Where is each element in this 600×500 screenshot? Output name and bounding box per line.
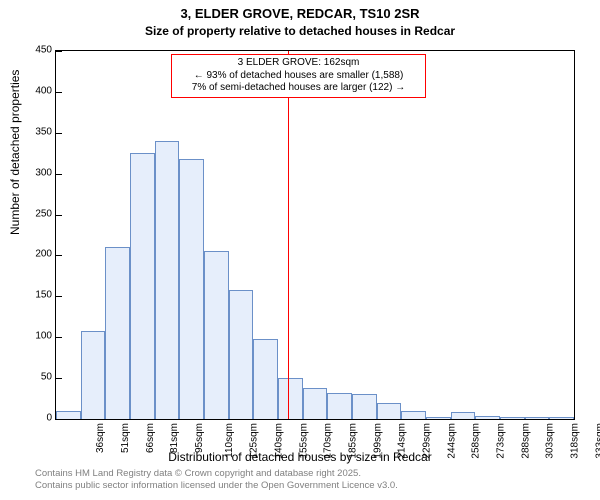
histogram-bar: [204, 251, 229, 419]
x-tick-label: 110sqm: [224, 423, 235, 458]
x-tick-label: 66sqm: [145, 423, 156, 453]
y-tick: [56, 419, 62, 420]
x-tick-label: 199sqm: [372, 423, 383, 459]
footer-attribution: Contains HM Land Registry data © Crown c…: [35, 468, 398, 492]
x-tick-label: 125sqm: [249, 423, 260, 459]
x-tick-label: 333sqm: [594, 423, 600, 459]
y-tick: [56, 337, 62, 338]
plot-area: 3 ELDER GROVE: 162sqm← 93% of detached h…: [55, 50, 575, 420]
title-line1: 3, ELDER GROVE, REDCAR, TS10 2SR: [180, 6, 419, 21]
y-tick-label: 350: [12, 126, 52, 137]
chart-container: 3, ELDER GROVE, REDCAR, TS10 2SR Size of…: [0, 0, 600, 500]
chart-title: 3, ELDER GROVE, REDCAR, TS10 2SR Size of…: [0, 0, 600, 40]
histogram-bar: [500, 417, 525, 419]
histogram-bar: [451, 412, 476, 419]
histogram-bar: [155, 141, 180, 419]
histogram-bar: [81, 331, 106, 419]
x-tick-label: 185sqm: [348, 423, 359, 459]
x-tick-label: 36sqm: [95, 423, 106, 453]
y-tick-label: 300: [12, 167, 52, 178]
x-tick-label: 258sqm: [471, 423, 482, 459]
histogram-bar: [426, 417, 451, 419]
y-tick-label: 100: [12, 331, 52, 342]
histogram-bar: [401, 411, 426, 419]
x-tick-label: 170sqm: [323, 423, 334, 459]
histogram-bar: [525, 417, 550, 419]
x-tick-label: 95sqm: [194, 423, 205, 453]
y-tick: [56, 296, 62, 297]
histogram-bar: [352, 394, 377, 419]
reference-annotation: 3 ELDER GROVE: 162sqm← 93% of detached h…: [171, 54, 426, 98]
y-tick: [56, 133, 62, 134]
x-tick-label: 303sqm: [545, 423, 556, 459]
histogram-bar: [327, 393, 352, 419]
histogram-bar: [179, 159, 204, 419]
y-tick: [56, 255, 62, 256]
x-tick-label: 214sqm: [397, 423, 408, 459]
y-tick: [56, 215, 62, 216]
histogram-bar: [278, 378, 303, 419]
histogram-bar: [303, 388, 328, 419]
y-tick-label: 450: [12, 45, 52, 56]
x-tick-label: 229sqm: [422, 423, 433, 459]
y-tick-label: 150: [12, 290, 52, 301]
x-tick-label: 155sqm: [298, 423, 309, 459]
histogram-bar: [475, 416, 500, 419]
x-tick-label: 140sqm: [274, 423, 285, 459]
x-tick-label: 273sqm: [496, 423, 507, 459]
histogram-bar: [377, 403, 402, 419]
y-tick-label: 250: [12, 208, 52, 219]
y-tick-label: 400: [12, 85, 52, 96]
y-tick: [56, 378, 62, 379]
x-tick-label: 81sqm: [169, 423, 180, 453]
x-tick-label: 288sqm: [520, 423, 531, 459]
histogram-bar: [56, 411, 81, 419]
histogram-bar: [253, 339, 278, 419]
footer-line1: Contains HM Land Registry data © Crown c…: [35, 468, 361, 479]
title-line2: Size of property relative to detached ho…: [145, 24, 455, 38]
footer-line2: Contains public sector information licen…: [35, 480, 398, 491]
y-tick: [56, 51, 62, 52]
x-tick-label: 51sqm: [120, 423, 131, 453]
y-tick: [56, 92, 62, 93]
y-tick-label: 50: [12, 372, 52, 383]
y-tick-label: 200: [12, 249, 52, 260]
x-tick-label: 244sqm: [446, 423, 457, 459]
histogram-bar: [229, 290, 254, 419]
reference-line: [288, 51, 289, 419]
x-tick-label: 318sqm: [570, 423, 581, 459]
y-tick: [56, 174, 62, 175]
histogram-bar: [130, 153, 155, 419]
histogram-bar: [105, 247, 130, 419]
histogram-bar: [549, 417, 574, 419]
y-tick-label: 0: [12, 413, 52, 424]
